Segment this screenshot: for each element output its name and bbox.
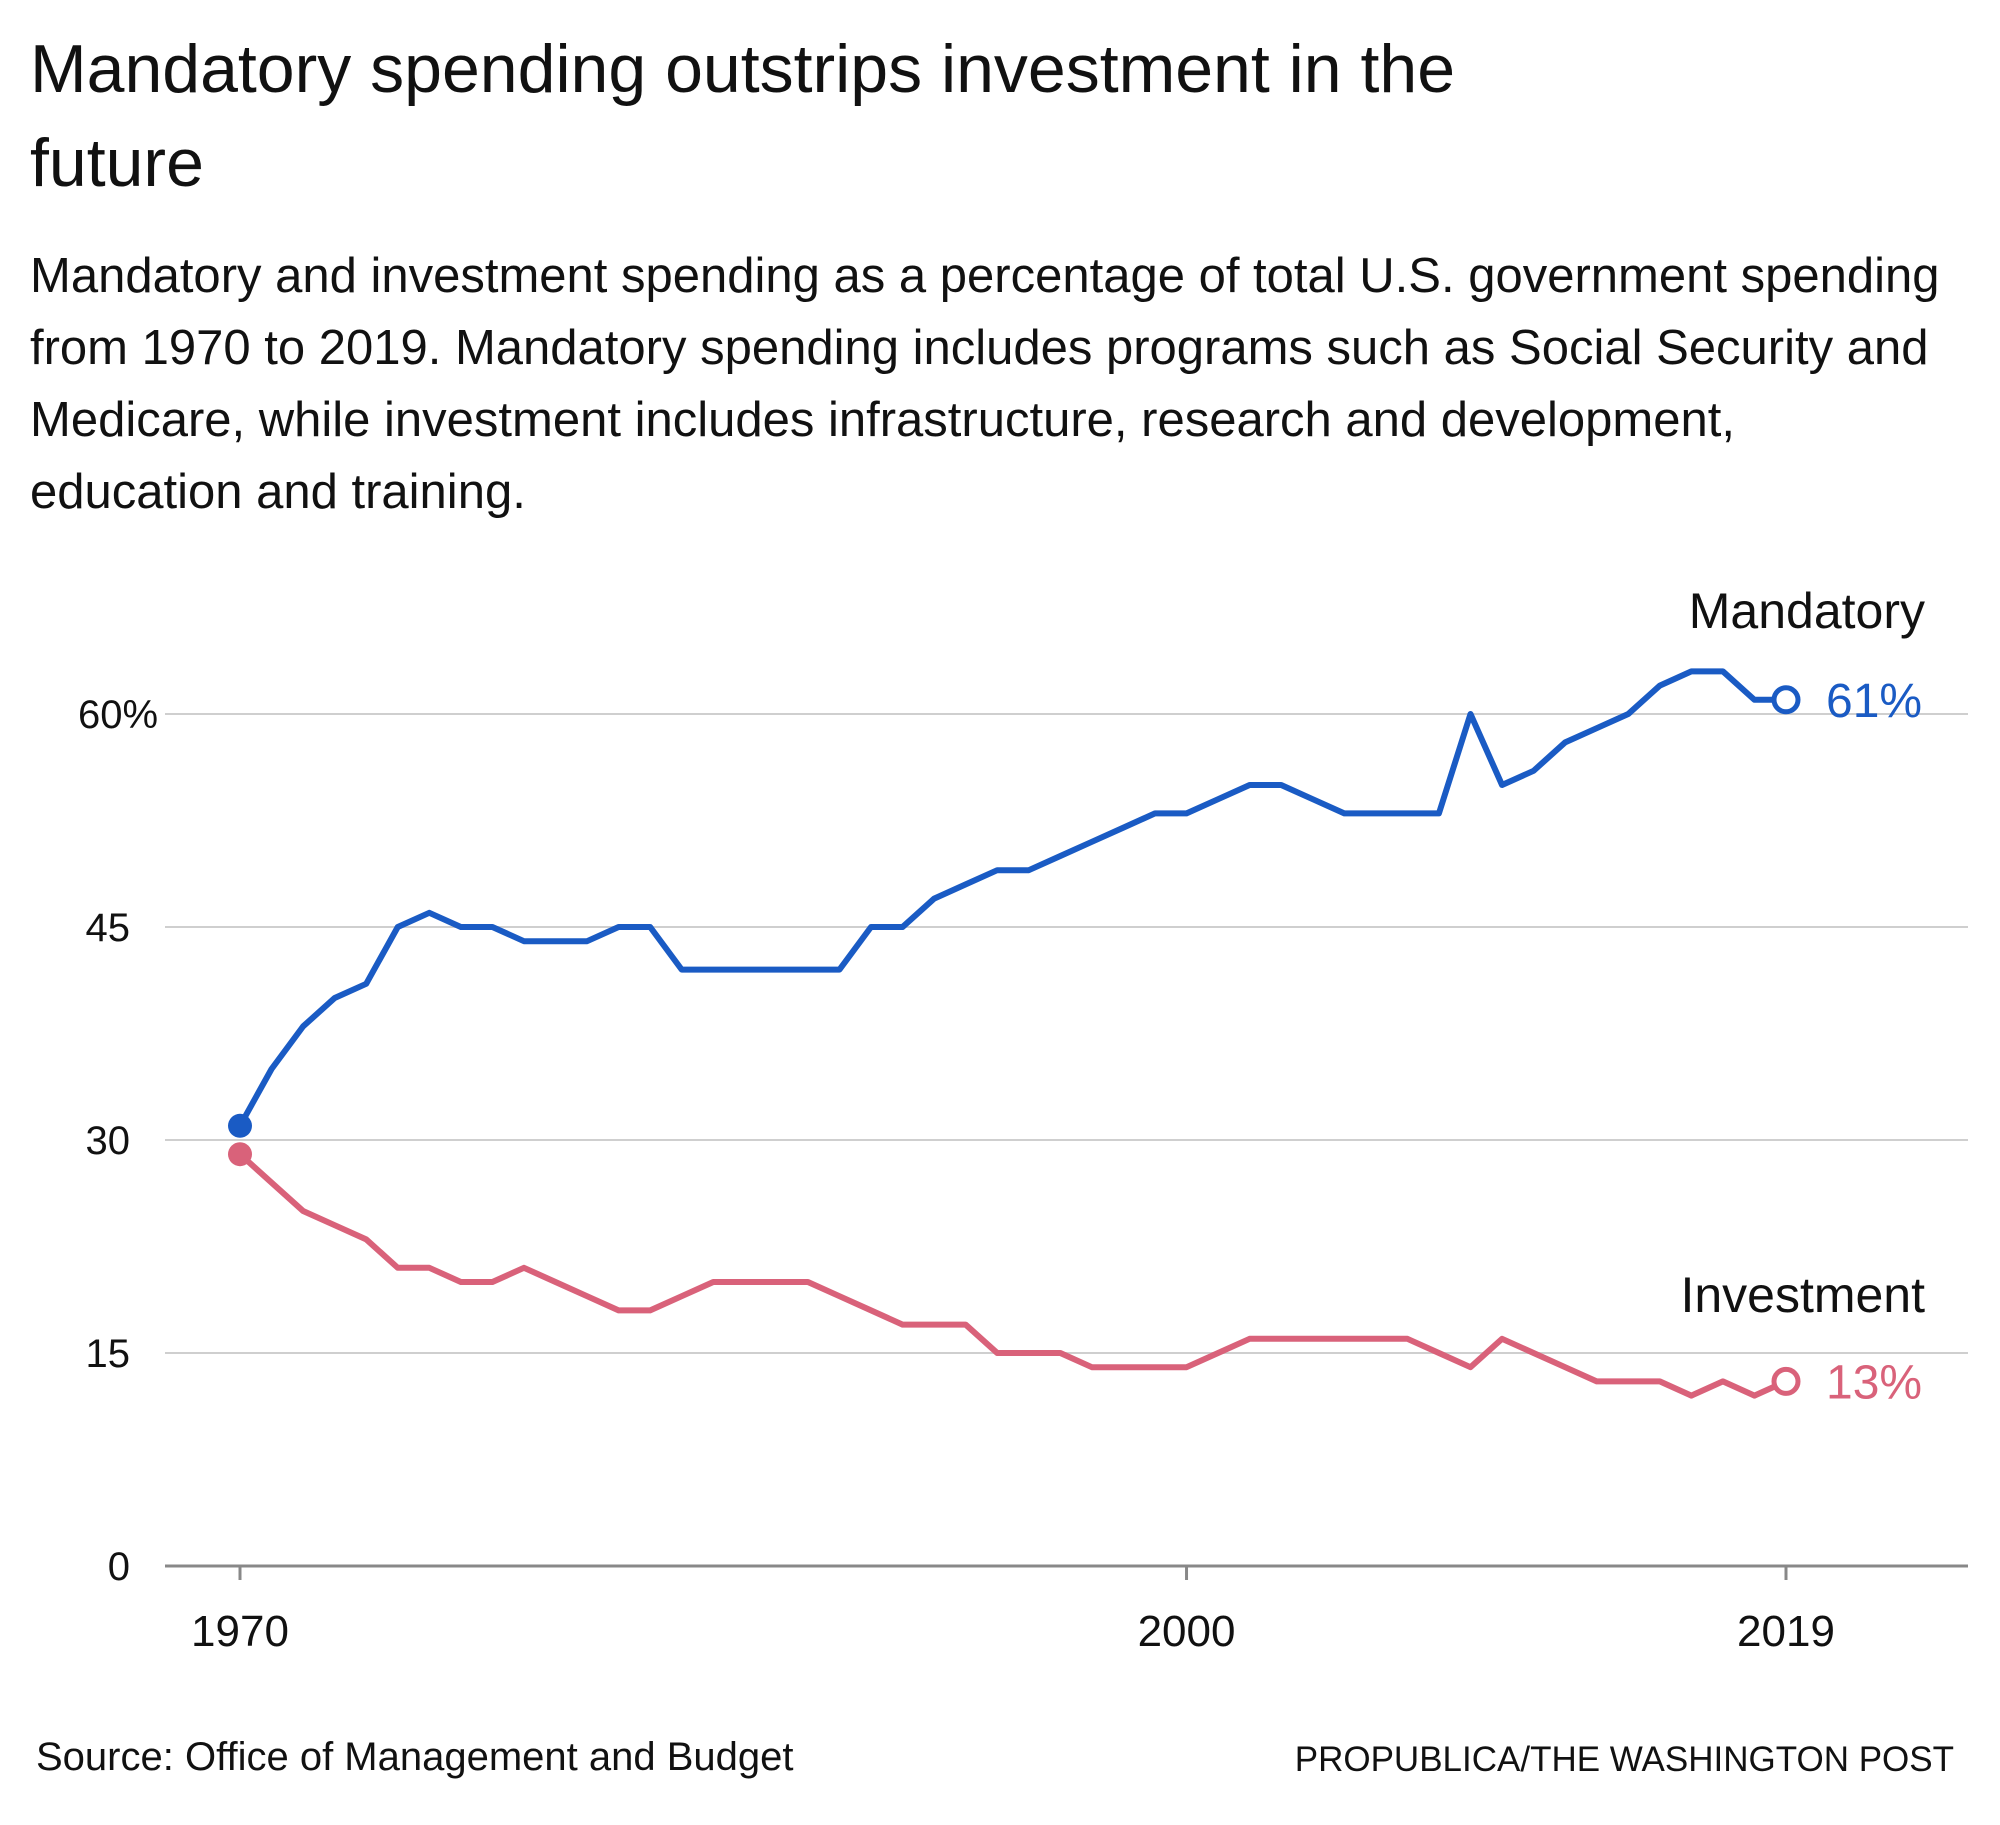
- end-value-label: 61%: [1826, 675, 1922, 728]
- series-label-mandatory: Mandatory: [1689, 583, 1925, 639]
- start-point-mandatory: [228, 1113, 252, 1138]
- start-point-investment: [228, 1142, 252, 1167]
- end-point-investment: [1771, 1366, 1801, 1396]
- x-tick-label: 2000: [1138, 1607, 1236, 1656]
- y-tick-label: 0: [108, 1545, 130, 1589]
- y-tick-label: 45: [86, 906, 131, 950]
- x-tick-label: 1970: [191, 1607, 289, 1656]
- y-tick-label: 60%: [78, 693, 158, 737]
- end-value-label: 13%: [1826, 1356, 1922, 1409]
- credit-line: PROPUBLICA/THE WASHINGTON POST: [1294, 1740, 1954, 1779]
- chart-subtitle: Mandatory and investment spending as a p…: [30, 249, 1940, 519]
- end-point-mandatory: [1771, 685, 1801, 715]
- series-line-investment: [237, 1151, 1788, 1399]
- series-label-investment: Investment: [1680, 1267, 1925, 1323]
- series-line-mandatory: [237, 668, 1786, 1128]
- y-tick-label: 15: [86, 1332, 131, 1376]
- y-tick-label: 30: [86, 1119, 131, 1163]
- source-note: Source: Office of Management and Budget: [36, 1735, 794, 1779]
- chart-title: Mandatory spending outstrips investment …: [30, 31, 1456, 201]
- x-tick-label: 2019: [1737, 1607, 1835, 1656]
